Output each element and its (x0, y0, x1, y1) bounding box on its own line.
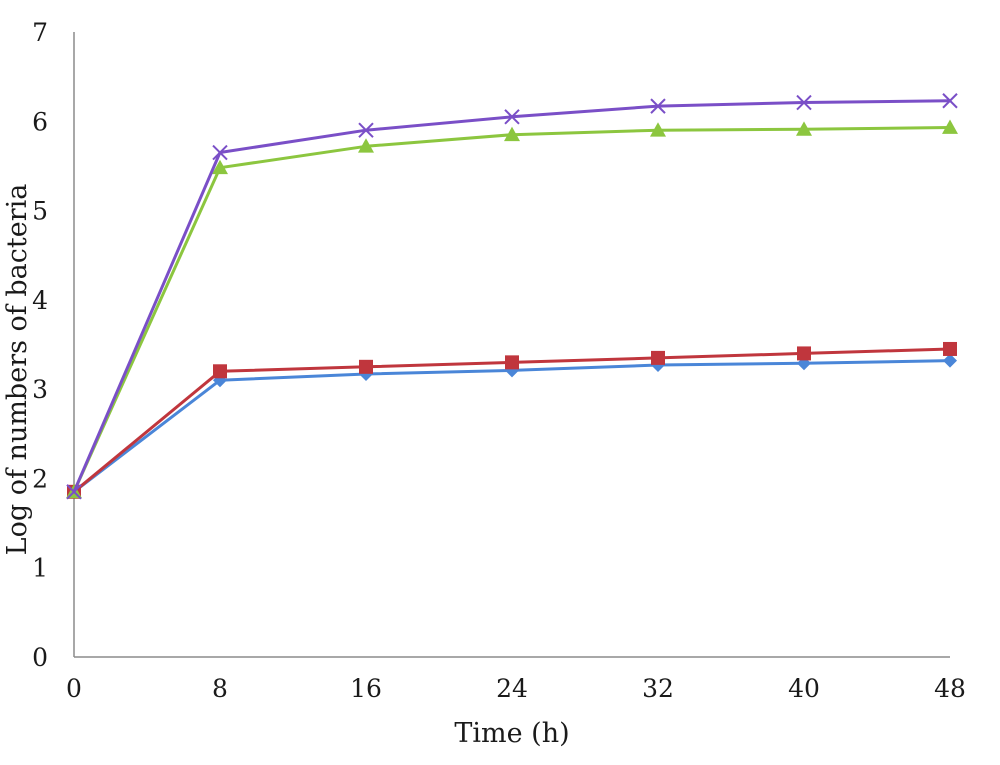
data-point-x (650, 98, 666, 114)
axes (73, 32, 950, 658)
data-point-triangle (796, 121, 812, 136)
data-point-triangle (504, 126, 520, 142)
x-tick-label: 8 (212, 674, 228, 703)
data-point-square (359, 359, 373, 374)
data-point-square (797, 346, 811, 361)
data-point-square (943, 341, 957, 356)
data-point-square (505, 355, 519, 370)
y-tick-label: 2 (32, 464, 48, 493)
data-point-triangle (942, 119, 958, 134)
data-point-triangle (650, 122, 666, 137)
data-point-x (942, 93, 958, 109)
data-point-diamond (943, 353, 957, 368)
x-tick-labels: 0 8 16 24 32 40 48 (66, 674, 966, 703)
y-tick-label: 1 (32, 554, 48, 583)
data-point-square (651, 350, 665, 365)
data-point-x (504, 109, 520, 125)
series-line (72, 126, 952, 494)
x-axis-title: Time (h) (454, 718, 569, 749)
x-tick-label: 32 (642, 674, 674, 703)
series-line (72, 99, 952, 494)
series-1 (67, 353, 957, 499)
x-tick-label: 16 (350, 674, 382, 703)
data-point-triangle (212, 159, 228, 175)
x-tick-label: 40 (788, 674, 820, 703)
data-point-square (213, 364, 227, 379)
y-tick-label: 5 (32, 197, 48, 226)
x-tick-label: 24 (496, 674, 528, 703)
series-4 (66, 93, 958, 500)
data-point-x (212, 144, 228, 161)
y-tick-label: 0 (32, 643, 48, 672)
series-layer (66, 93, 958, 500)
series-3 (66, 119, 958, 499)
data-point-x (358, 122, 374, 138)
data-point-triangle (358, 138, 374, 153)
y-tick-label: 4 (32, 286, 48, 315)
y-tick-label: 3 (32, 375, 48, 404)
x-tick-label: 48 (934, 674, 966, 703)
data-point-x (66, 484, 82, 500)
series-2 (67, 341, 957, 499)
y-tick-label: 7 (32, 18, 48, 47)
series-line (72, 359, 952, 494)
y-tick-label: 6 (32, 107, 48, 136)
data-point-x (796, 94, 812, 111)
y-tick-labels: 0 1 2 3 4 5 6 7 (32, 18, 48, 672)
x-tick-label: 0 (66, 674, 82, 703)
y-axis-title: Log of numbers of bacteria (2, 184, 33, 556)
